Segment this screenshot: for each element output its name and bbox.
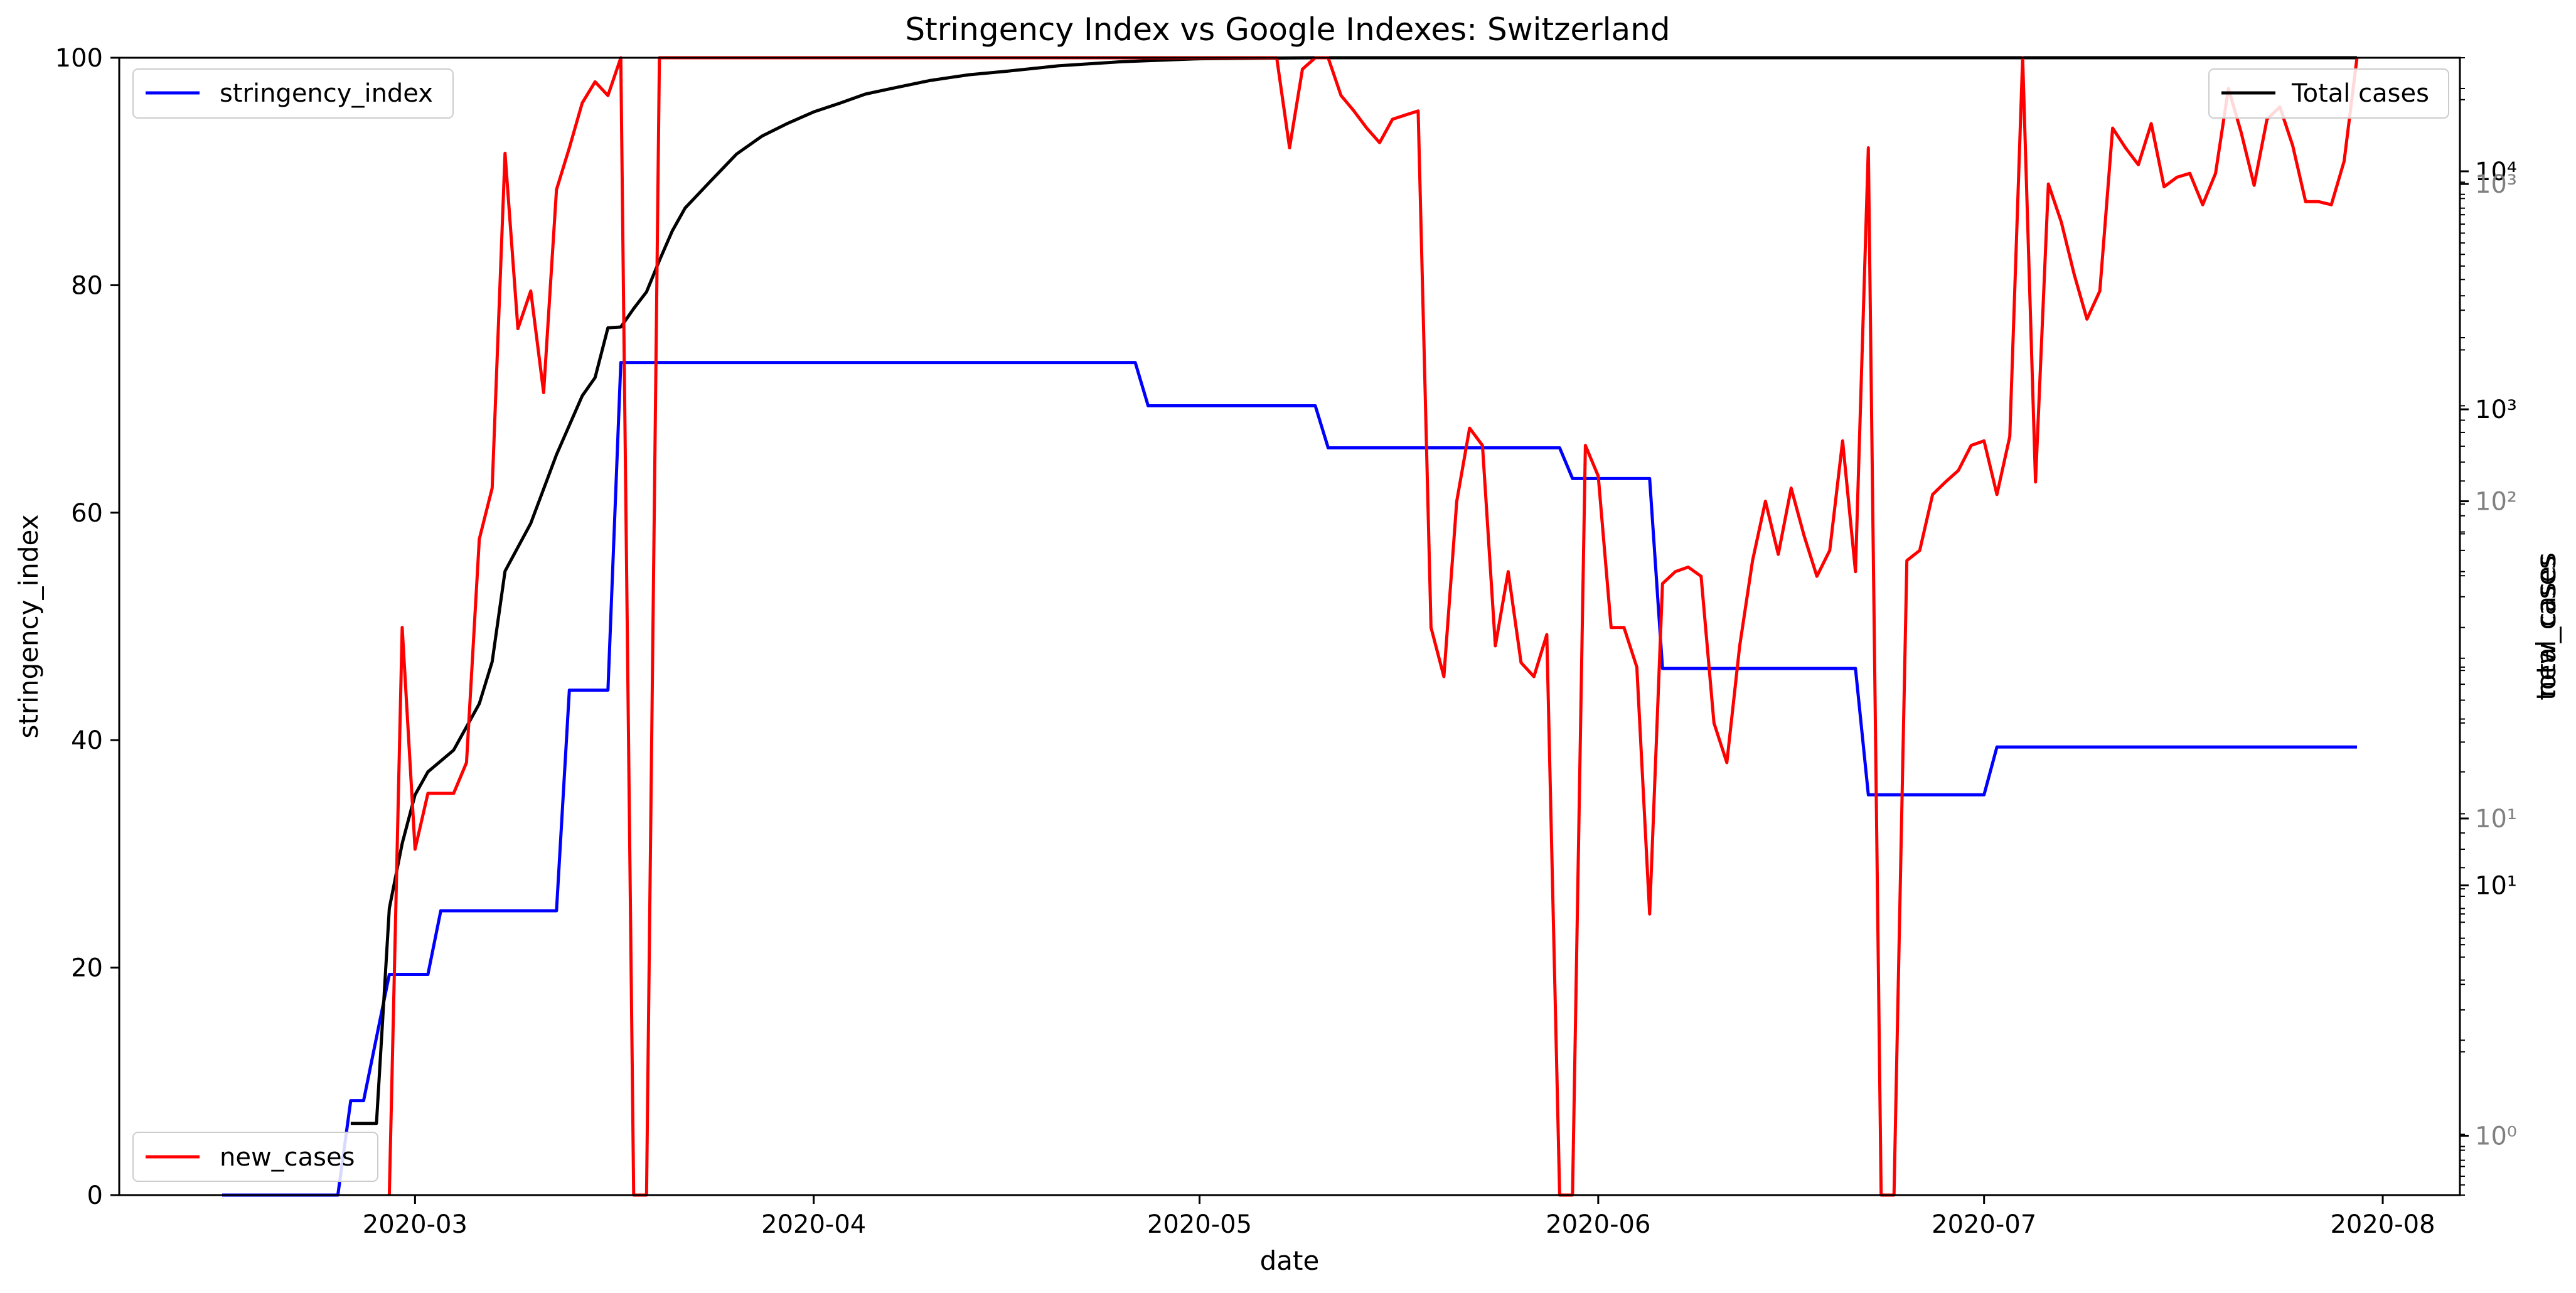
y-total-tick-label: 10¹ — [2475, 872, 2517, 901]
x-tick-label: 2020-07 — [1932, 1210, 2036, 1239]
y-new-tick-label: 10³ — [2475, 170, 2517, 199]
y-axis-right-label-total: total_cases — [2531, 552, 2562, 700]
y-axis-right-new: 10⁰ 10¹ 10² 10³ — [2460, 87, 2517, 1186]
y-left-tick-label: 100 — [55, 44, 103, 73]
y-axis-left: 0 20 40 60 80 100 — [55, 44, 119, 1210]
y-left-tick-label: 80 — [71, 271, 103, 300]
y-left-tick-label: 0 — [87, 1181, 103, 1210]
chart-title: Stringency Index vs Google Indexes: Swit… — [905, 11, 1670, 48]
y-left-tick-label: 40 — [71, 726, 103, 755]
y-new-tick-label: 10⁰ — [2475, 1122, 2517, 1151]
x-tick-label: 2020-03 — [363, 1210, 468, 1239]
x-axis: 2020-03 2020-04 2020-05 2020-06 2020-07 2020-… — [363, 1195, 2435, 1239]
y-total-tick-label: 10⁴ — [2475, 158, 2517, 186]
x-axis-label: date — [1260, 1245, 1320, 1276]
y-new-tick-label: 10² — [2475, 488, 2517, 517]
plot-frame — [118, 56, 2461, 1196]
legend-new-cases-label: new_cases — [220, 1143, 355, 1172]
x-tick-label: 2020-06 — [1546, 1210, 1650, 1239]
legend-total-cases-box — [2208, 68, 2449, 119]
legend-new-cases: new_cases — [132, 1132, 378, 1182]
x-tick-label: 2020-04 — [761, 1210, 866, 1239]
x-tick-label: 2020-05 — [1147, 1210, 1252, 1239]
legend-stringency-label: stringency_index — [220, 79, 433, 108]
legend-total-cases-label: Total cases — [2291, 79, 2429, 108]
x-tick-label: 2020-08 — [2330, 1210, 2435, 1239]
legend-total-cases: Total cases — [2208, 68, 2449, 119]
legend-stringency: stringency_index — [132, 68, 454, 119]
legend-new-cases-box — [132, 1132, 378, 1182]
y-axis-left-label: stringency_index — [13, 515, 44, 739]
y-left-tick-label: 20 — [71, 954, 103, 983]
legend-stringency-box — [132, 68, 454, 119]
y-new-tick-label: 10¹ — [2475, 805, 2517, 834]
y-axis-right-label-new: new_cases — [2531, 555, 2562, 697]
y-total-tick-label: 10³ — [2475, 395, 2517, 424]
y-left-tick-label: 60 — [71, 499, 103, 528]
